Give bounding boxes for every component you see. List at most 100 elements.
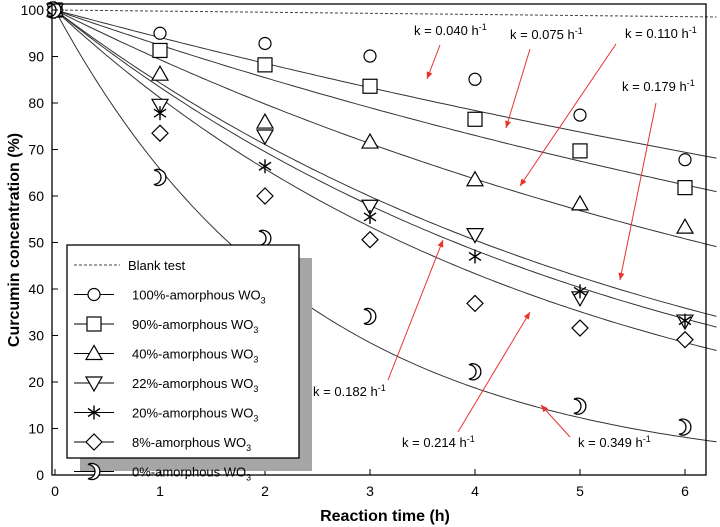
arrow-line xyxy=(387,239,444,381)
square-marker xyxy=(152,42,168,59)
arrow-head xyxy=(523,312,530,320)
square-marker xyxy=(362,78,378,94)
y-tick-label: 10 xyxy=(28,421,44,437)
triangle-up-marker xyxy=(150,64,170,81)
fit-curve xyxy=(54,9,717,317)
circle-marker xyxy=(258,36,272,51)
rate-constant-label: k = 0.040 h-1 xyxy=(414,22,487,38)
asterisk-marker xyxy=(468,249,482,264)
rate-constant-label: k = 0.349 h-1 xyxy=(578,434,651,450)
triangle-down-marker xyxy=(360,199,380,216)
arrow-head xyxy=(437,240,444,248)
fit-curve xyxy=(54,9,717,248)
legend-entry: 8%-amorphous WO3 xyxy=(74,433,251,453)
legend-triangle-down-marker xyxy=(84,376,104,393)
triangle-up-marker xyxy=(255,112,275,129)
x-tick-label: 5 xyxy=(576,483,584,499)
arrow-head xyxy=(426,71,433,79)
square-marker xyxy=(677,180,693,196)
legend-entry: 20%-amorphous WO3 xyxy=(74,405,258,424)
square-marker xyxy=(467,111,483,127)
legend-entry: 90%-amorphous WO3 xyxy=(74,316,258,335)
y-tick-label: 70 xyxy=(28,142,44,158)
arrow-head xyxy=(505,120,511,128)
square-marker xyxy=(572,143,588,159)
arrow-head xyxy=(520,178,527,186)
plot-frame xyxy=(51,3,707,476)
x-tick-label: 2 xyxy=(261,483,269,499)
legend-label: 40%-amorphous WO3 xyxy=(132,347,258,365)
blank-test-line xyxy=(54,9,717,18)
asterisk-marker xyxy=(258,159,272,174)
legend-entry: 22%-amorphous WO3 xyxy=(74,376,258,394)
circle-marker xyxy=(573,108,587,122)
x-tick-label: 1 xyxy=(156,483,164,499)
y-tick-label: 50 xyxy=(28,235,44,251)
legend-circle-marker xyxy=(87,287,101,302)
arrow-line xyxy=(505,48,531,129)
blank-test-line xyxy=(54,9,717,18)
legend-triangle-up-marker xyxy=(84,344,104,361)
x-tick-label: 0 xyxy=(51,483,59,499)
rate-constant-label: k = 0.214 h-1 xyxy=(402,434,475,450)
asterisk-marker xyxy=(678,313,692,328)
x-tick-label: 4 xyxy=(471,483,479,499)
legend-square-marker xyxy=(86,316,102,332)
circle-marker xyxy=(153,26,167,40)
crescent-marker xyxy=(678,418,692,436)
crescent-marker xyxy=(468,363,482,381)
legend-entry: 40%-amorphous WO3 xyxy=(74,344,258,365)
y-tick-label: 100 xyxy=(21,2,45,18)
arrow-head xyxy=(541,405,548,413)
legend-label: 20%-amorphous WO3 xyxy=(132,406,258,424)
legend-entry: 100%-amorphous WO3 xyxy=(74,288,266,306)
legend-label: 90%-amorphous WO3 xyxy=(132,317,258,335)
legend-label: Blank test xyxy=(128,258,185,273)
legend-entry: 0%-amorphous WO3 xyxy=(74,462,251,483)
y-axis-label: Curcumin concentration (%) xyxy=(6,133,23,347)
square-marker xyxy=(257,57,273,73)
triangle-up-marker xyxy=(675,217,695,234)
triangle-up-marker xyxy=(570,194,590,211)
rate-constant-label: k = 0.182 h-1 xyxy=(313,383,386,399)
circle-marker xyxy=(363,49,377,63)
rate-constant-label: k = 0.179 h-1 xyxy=(622,78,695,94)
crescent-marker xyxy=(258,229,272,247)
triangle-down-marker xyxy=(465,227,485,244)
circle-marker xyxy=(468,72,482,86)
diamond-marker xyxy=(676,330,694,349)
crescent-marker xyxy=(573,397,587,415)
y-tick-label: 60 xyxy=(28,188,44,204)
legend-label: 8%-amorphous WO3 xyxy=(132,435,251,453)
arrow-head xyxy=(618,272,625,280)
arrow-line xyxy=(619,102,657,281)
circle-marker xyxy=(678,153,692,167)
diamond-marker xyxy=(361,230,379,249)
fit-curve xyxy=(54,9,717,328)
y-tick-label: 30 xyxy=(28,328,44,344)
legend: Blank test 100%-amorphous WO3 90%-amorphou… xyxy=(66,244,312,483)
diamond-marker xyxy=(466,294,484,313)
legend-entry: Blank test xyxy=(74,258,185,273)
asterisk-marker xyxy=(153,106,167,121)
diamond-marker xyxy=(571,319,589,337)
triangle-up-marker xyxy=(465,170,485,187)
diamond-marker xyxy=(151,124,169,143)
y-tick-label: 20 xyxy=(28,374,44,390)
x-tick-label: 6 xyxy=(681,483,689,499)
rate-constant-labels: k = 0.040 h-1 k = 0.075 h-1 k = 0.110 h-1 k… xyxy=(313,22,697,450)
triangle-up-marker xyxy=(360,132,380,149)
y-tick-label: 0 xyxy=(36,467,44,483)
asterisk-marker xyxy=(573,284,587,299)
legend-label: 22%-amorphous WO3 xyxy=(132,376,258,394)
legend-diamond-marker xyxy=(85,433,103,451)
legend-label: 100%-amorphous WO3 xyxy=(132,288,266,306)
diamond-marker xyxy=(256,187,274,205)
crescent-marker xyxy=(153,168,167,187)
y-tick-label: 40 xyxy=(28,281,44,297)
arrow-line xyxy=(457,311,531,433)
arrow-line xyxy=(519,43,617,187)
rate-constant-label: k = 0.075 h-1 xyxy=(510,26,583,42)
crescent-marker xyxy=(363,307,377,326)
